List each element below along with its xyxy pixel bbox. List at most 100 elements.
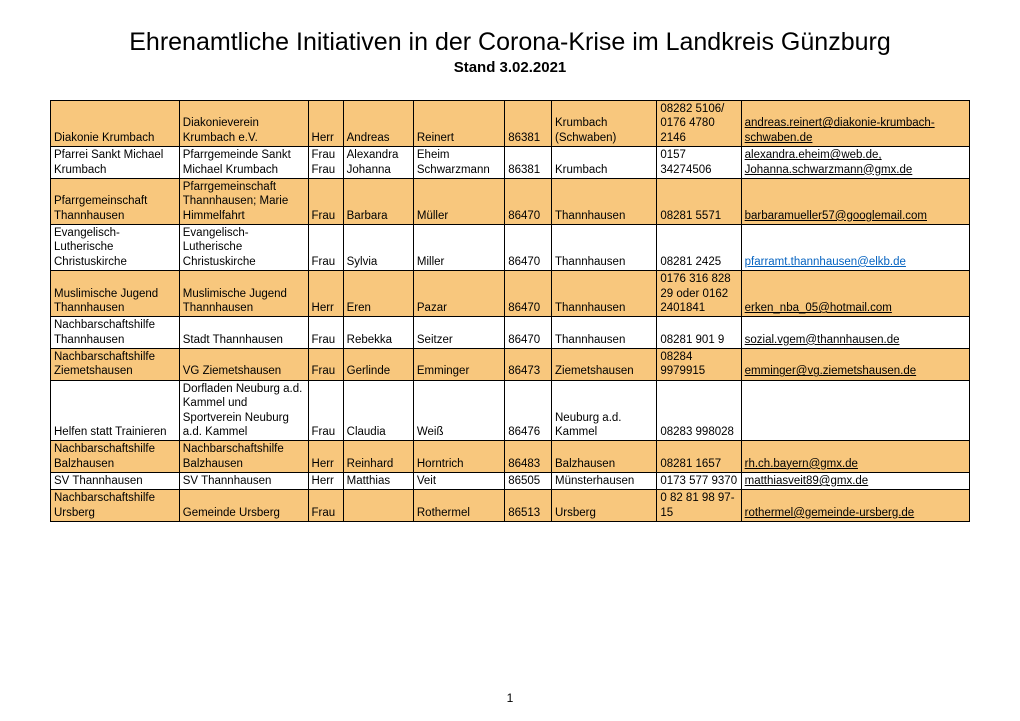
table-cell: Frau [308, 178, 343, 224]
table-cell: Weiß [413, 380, 504, 441]
table-cell: sozial.vgem@thannhausen.de [741, 317, 969, 349]
table-cell: andreas.reinert@diakonie-krumbach-schwab… [741, 101, 969, 147]
initiatives-table: Diakonie KrumbachDiakonieverein Krumbach… [50, 100, 970, 522]
table-cell: Münsterhausen [552, 473, 657, 490]
table-cell: 08281 5571 [657, 178, 741, 224]
table-cell: Reinhard [343, 441, 413, 473]
table-cell: Nachbarschaftshilfe Ursberg [51, 490, 180, 522]
table-row: Evangelisch-Lutherische ChristuskircheEv… [51, 225, 970, 271]
table-cell: Pfarrgemeinschaft Thannhausen [51, 178, 180, 224]
table-cell: 86470 [505, 317, 552, 349]
email-link[interactable]: rh.ch.bayern@gmx.de [745, 458, 858, 470]
table-cell: SV Thannhausen [179, 473, 308, 490]
table-cell: Neuburg a.d. Kammel [552, 380, 657, 441]
table-row: Pfarrgemeinschaft ThannhausenPfarrgemein… [51, 178, 970, 224]
page-subtitle: Stand 3.02.2021 [50, 59, 970, 76]
table-cell: Alexandra Johanna [343, 147, 413, 179]
table-cell: Sylvia [343, 225, 413, 271]
table-cell: 86476 [505, 380, 552, 441]
table-cell: Gerlinde [343, 349, 413, 381]
document-page: Ehrenamtliche Initiativen in der Corona-… [0, 0, 1020, 721]
table-cell: erken_nba_05@hotmail.com [741, 271, 969, 317]
table-cell [741, 380, 969, 441]
table-cell: Herr [308, 101, 343, 147]
email-link[interactable]: erken_nba_05@hotmail.com [745, 302, 892, 314]
table-cell: Andreas [343, 101, 413, 147]
table-cell: 08281 1657 [657, 441, 741, 473]
table-cell: Nachbarschaftshilfe Thannhausen [51, 317, 180, 349]
table-cell: Reinert [413, 101, 504, 147]
email-link[interactable]: pfarramt.thannhausen@elkb.de [745, 256, 906, 268]
table-row: Nachbarschaftshilfe ZiemetshausenVG Ziem… [51, 349, 970, 381]
table-cell: Thannhausen [552, 178, 657, 224]
table-cell: Helfen statt Trainieren [51, 380, 180, 441]
email-link[interactable]: sozial.vgem@thannhausen.de [745, 334, 900, 346]
table-cell: 86473 [505, 349, 552, 381]
table-row: Diakonie KrumbachDiakonieverein Krumbach… [51, 101, 970, 147]
table-cell: Gemeinde Ursberg [179, 490, 308, 522]
table-cell: Thannhausen [552, 317, 657, 349]
table-cell: Herr [308, 473, 343, 490]
table-cell: Rebekka [343, 317, 413, 349]
table-cell: 86470 [505, 178, 552, 224]
table-cell: 86381 [505, 147, 552, 179]
table-row: Nachbarschaftshilfe ThannhausenStadt Tha… [51, 317, 970, 349]
table-cell: Frau [308, 490, 343, 522]
table-row: Helfen statt TrainierenDorfladen Neuburg… [51, 380, 970, 441]
table-cell: 08282 5106/ 0176 4780 2146 [657, 101, 741, 147]
table-cell: Pfarrgemeinde Sankt Michael Krumbach [179, 147, 308, 179]
email-link[interactable]: andreas.reinert@diakonie-krumbach-schwab… [745, 117, 935, 143]
table-cell: Herr [308, 441, 343, 473]
table-row: Nachbarschaftshilfe BalzhausenNachbarsch… [51, 441, 970, 473]
table-cell: 08283 998028 [657, 380, 741, 441]
table-cell: rh.ch.bayern@gmx.de [741, 441, 969, 473]
table-cell: Frau [308, 349, 343, 381]
table-cell: Dorfladen Neuburg a.d. Kammel und Sportv… [179, 380, 308, 441]
table-cell: Miller [413, 225, 504, 271]
table-cell: 0 82 81 98 97-15 [657, 490, 741, 522]
table-cell: Müller [413, 178, 504, 224]
table-row: Nachbarschaftshilfe UrsbergGemeinde Ursb… [51, 490, 970, 522]
table-cell: Horntrich [413, 441, 504, 473]
table-cell: Diakonie Krumbach [51, 101, 180, 147]
email-link[interactable]: barbaramueller57@googlemail.com [745, 210, 927, 222]
table-row: Pfarrei Sankt Michael KrumbachPfarrgemei… [51, 147, 970, 179]
table-cell: Claudia [343, 380, 413, 441]
table-cell: alexandra.eheim@web.de, Johanna.schwarzm… [741, 147, 969, 179]
table-row: Muslimische Jugend ThannhausenMuslimisch… [51, 271, 970, 317]
email-link[interactable]: emminger@vg.ziemetshausen.de [745, 365, 916, 377]
table-cell: 08281 2425 [657, 225, 741, 271]
email-link[interactable]: matthiasveit89@gmx.de [745, 475, 869, 487]
table-cell: Krumbach (Schwaben) [552, 101, 657, 147]
table-cell: pfarramt.thannhausen@elkb.de [741, 225, 969, 271]
table-cell: 86470 [505, 271, 552, 317]
table-cell: Nachbarschaftshilfe Ziemetshausen [51, 349, 180, 381]
table-cell: 86513 [505, 490, 552, 522]
table-cell: matthiasveit89@gmx.de [741, 473, 969, 490]
table-cell: Muslimische Jugend Thannhausen [51, 271, 180, 317]
table-cell: 0173 577 9370 [657, 473, 741, 490]
table-cell: 86381 [505, 101, 552, 147]
table-cell: Herr [308, 271, 343, 317]
email-link[interactable]: rothermel@gemeinde-ursberg.de [745, 507, 915, 519]
table-cell: 08281 901 9 [657, 317, 741, 349]
table-cell: Pazar [413, 271, 504, 317]
table-cell: Frau [308, 380, 343, 441]
table-cell: rothermel@gemeinde-ursberg.de [741, 490, 969, 522]
table-cell: Veit [413, 473, 504, 490]
table-cell: Frau Frau [308, 147, 343, 179]
table-cell: Stadt Thannhausen [179, 317, 308, 349]
table-cell: SV Thannhausen [51, 473, 180, 490]
table-cell: 86483 [505, 441, 552, 473]
table-cell [343, 490, 413, 522]
table-cell: Emminger [413, 349, 504, 381]
table-cell: 86470 [505, 225, 552, 271]
table-cell: Thannhausen [552, 271, 657, 317]
email-link[interactable]: alexandra.eheim@web.de, Johanna.schwarzm… [745, 149, 913, 175]
table-cell: Nachbarschaftshilfe Balzhausen [179, 441, 308, 473]
table-cell: Rothermel [413, 490, 504, 522]
table-cell: Frau [308, 317, 343, 349]
table-cell: Frau [308, 225, 343, 271]
page-title: Ehrenamtliche Initiativen in der Corona-… [50, 28, 970, 57]
table-cell: 0176 316 828 29 oder 0162 2401841 [657, 271, 741, 317]
